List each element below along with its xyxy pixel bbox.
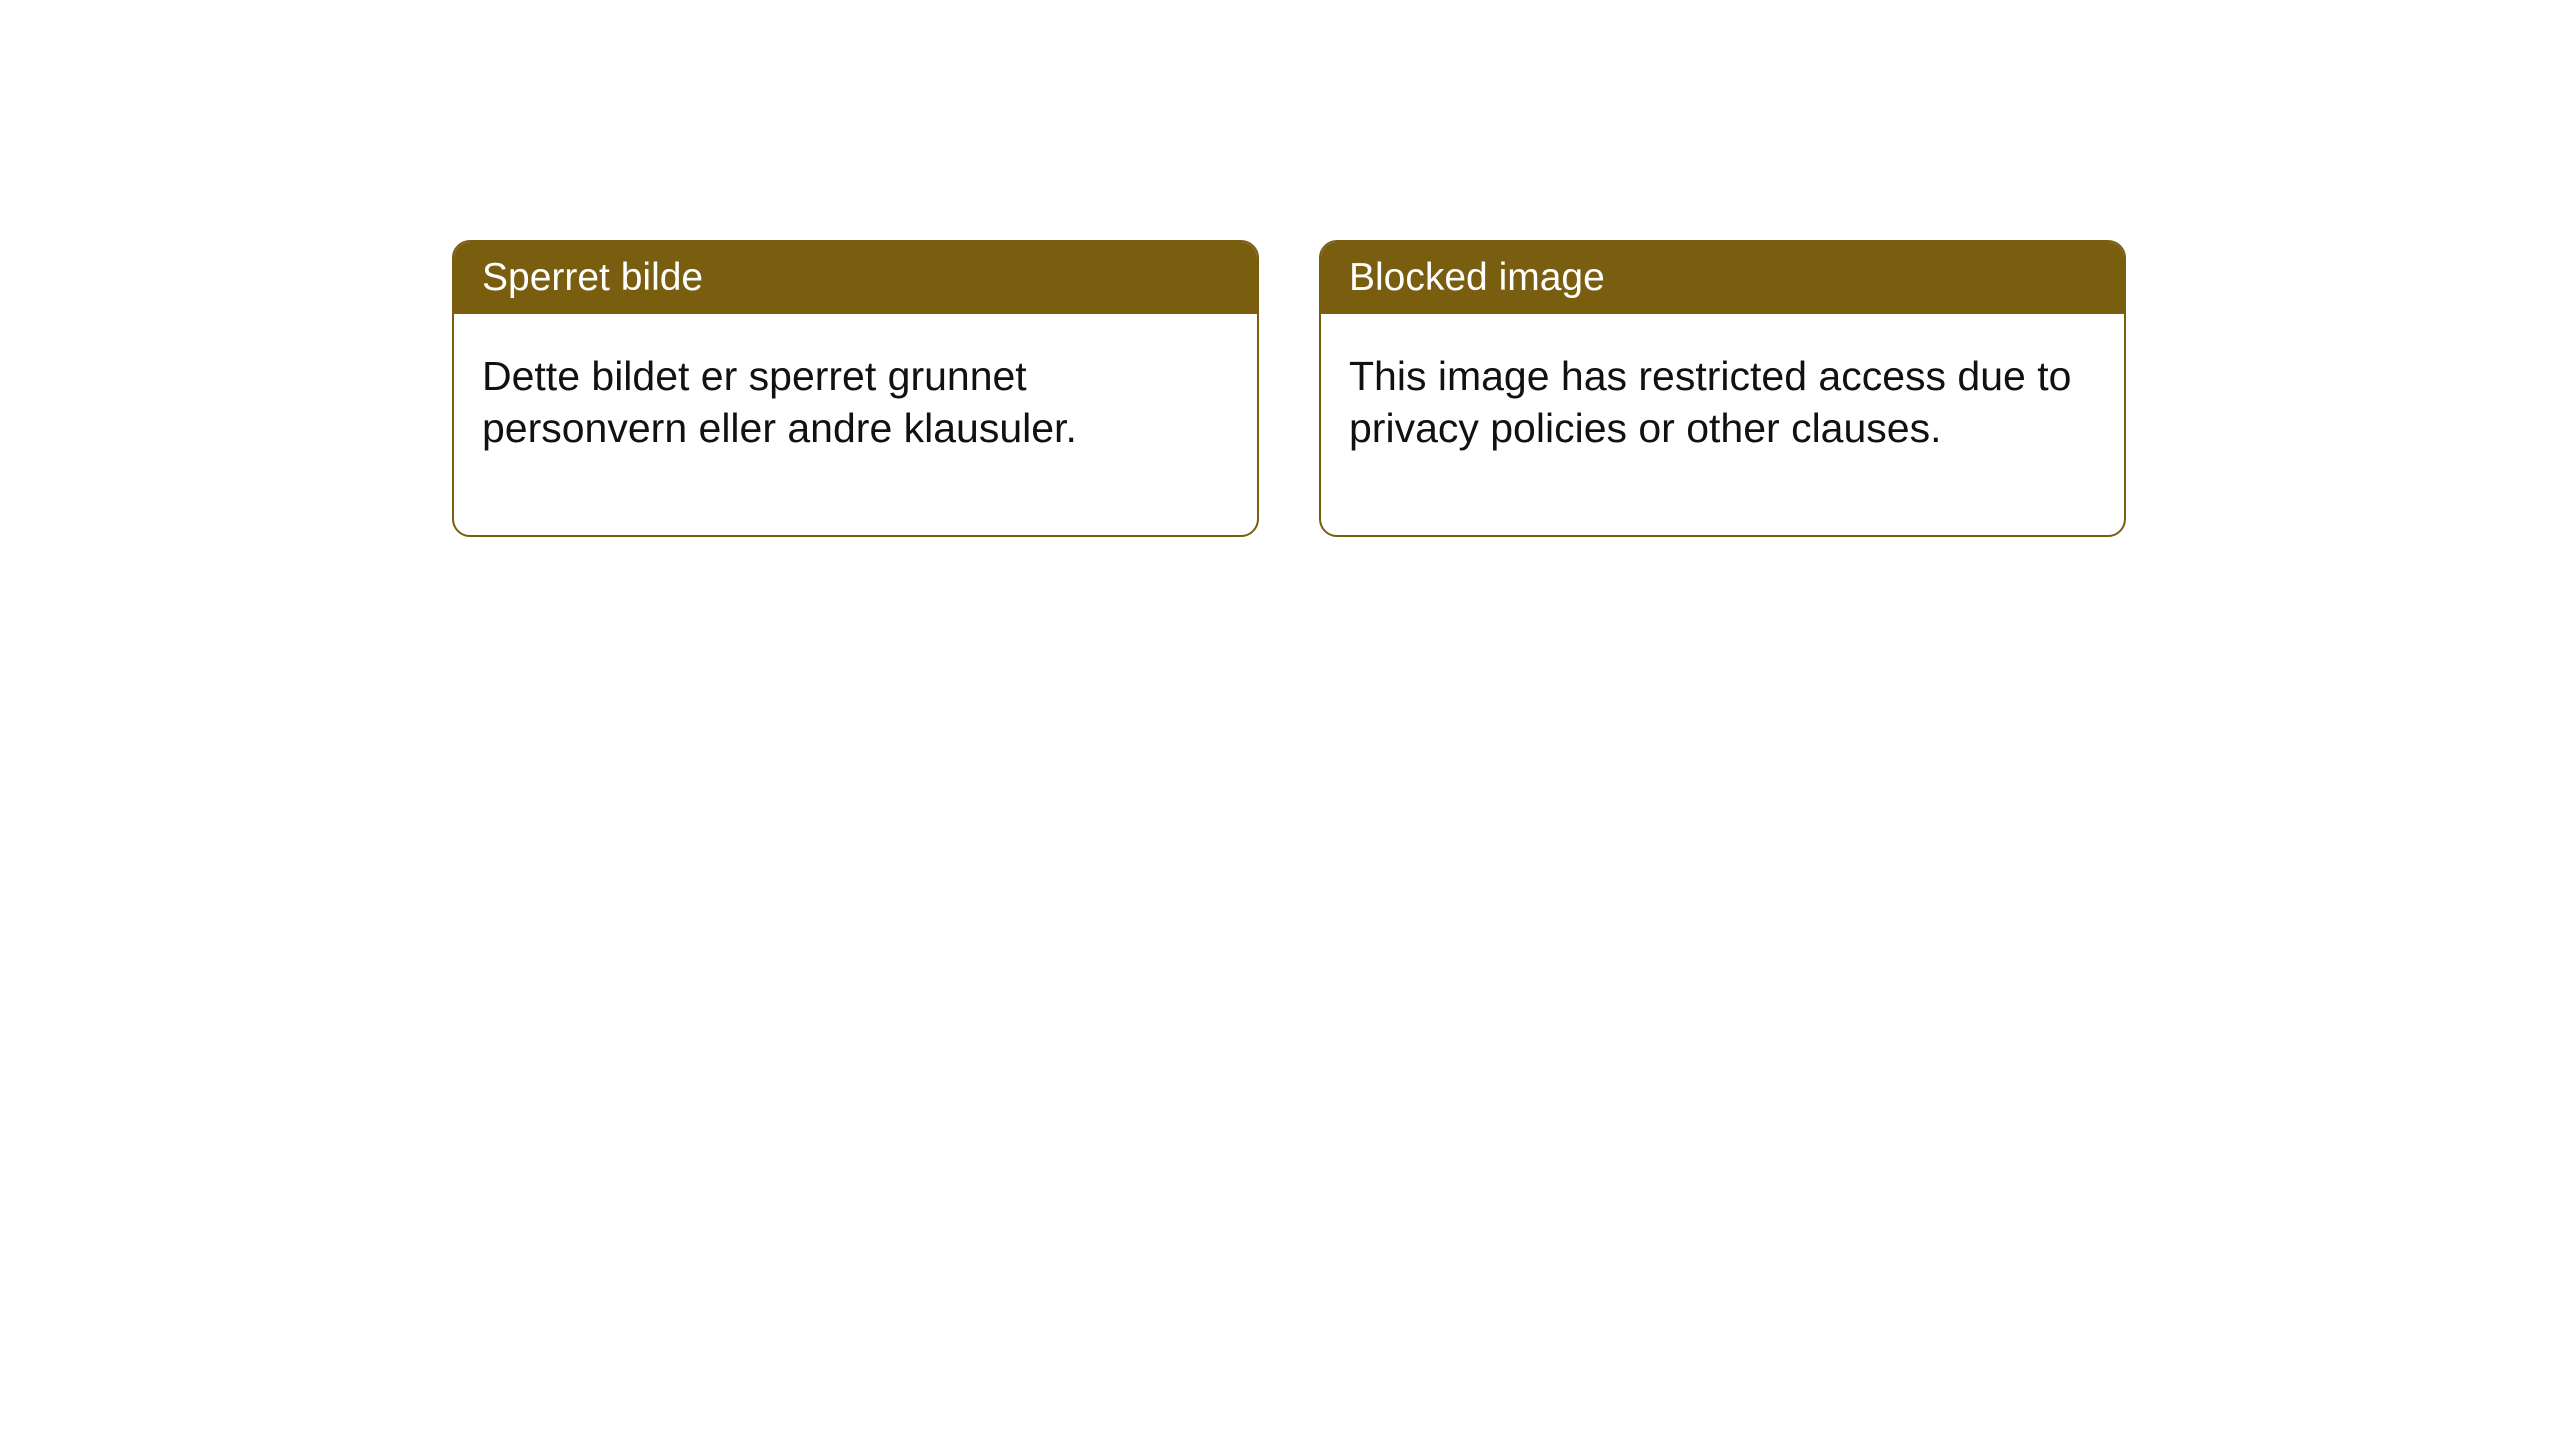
blocked-image-card-en: Blocked image This image has restricted … bbox=[1319, 240, 2126, 537]
cards-container: Sperret bilde Dette bildet er sperret gr… bbox=[0, 0, 2560, 537]
card-body-no: Dette bildet er sperret grunnet personve… bbox=[454, 314, 1257, 535]
card-title-no: Sperret bilde bbox=[454, 242, 1257, 314]
card-body-en: This image has restricted access due to … bbox=[1321, 314, 2124, 535]
blocked-image-card-no: Sperret bilde Dette bildet er sperret gr… bbox=[452, 240, 1259, 537]
card-title-en: Blocked image bbox=[1321, 242, 2124, 314]
